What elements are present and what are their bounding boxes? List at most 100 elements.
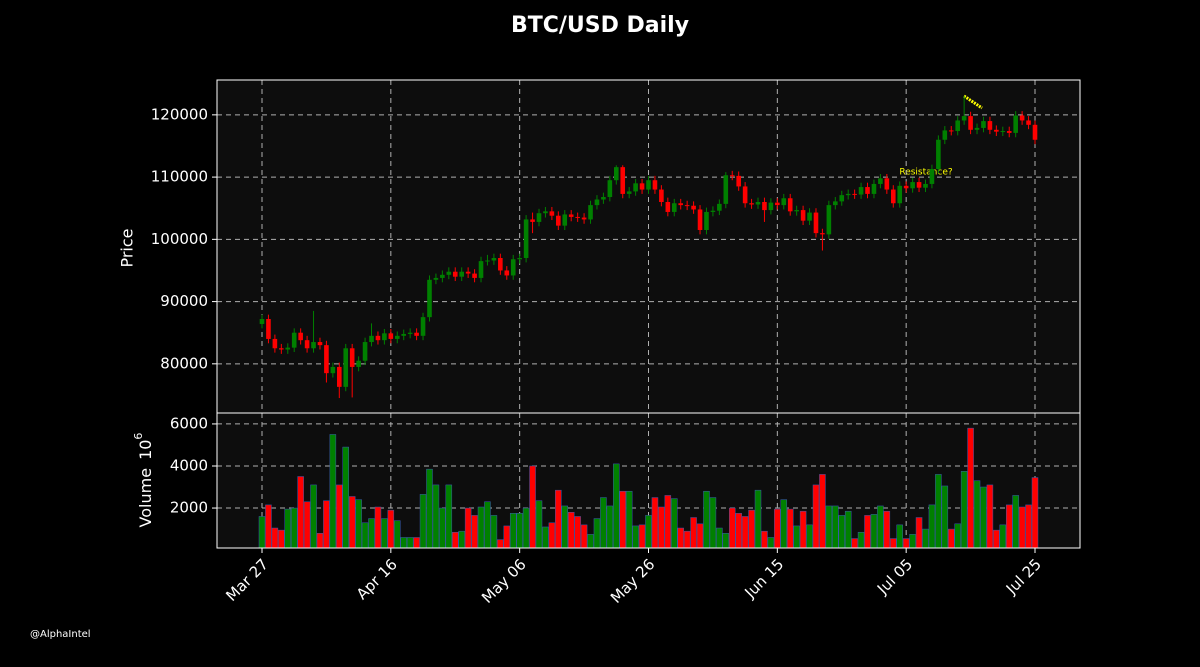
volume-bar bbox=[838, 515, 845, 549]
candle-body bbox=[452, 271, 458, 277]
candle-body bbox=[433, 277, 439, 280]
volume-bar bbox=[355, 499, 362, 549]
y-axis-label: Price bbox=[118, 228, 137, 267]
candle-body bbox=[343, 348, 349, 387]
volume-bar bbox=[832, 505, 839, 549]
candle-body bbox=[646, 180, 651, 190]
volume-bar bbox=[748, 509, 755, 549]
candle-body bbox=[968, 116, 973, 130]
volume-scale-exponent: 6 bbox=[132, 433, 145, 440]
candle-body bbox=[890, 189, 896, 204]
candle-body bbox=[317, 342, 323, 346]
candle-body bbox=[498, 258, 503, 271]
candle-body bbox=[923, 183, 928, 188]
candle-body bbox=[671, 203, 677, 212]
candle-body bbox=[929, 169, 935, 184]
volume-bar bbox=[825, 505, 833, 549]
candle-body bbox=[568, 214, 574, 217]
volume-bar bbox=[516, 513, 523, 549]
volume-scale-base: 10 bbox=[136, 440, 155, 460]
volume-bar bbox=[555, 489, 562, 549]
candle-body bbox=[427, 279, 432, 318]
candle-body bbox=[871, 183, 877, 194]
volume-bar bbox=[1005, 504, 1013, 549]
candle-body bbox=[465, 271, 471, 274]
candle-body bbox=[787, 198, 793, 212]
volume-bar bbox=[1012, 495, 1019, 549]
candle-body bbox=[1006, 131, 1012, 133]
volume-label: Volume bbox=[136, 468, 155, 528]
volume-bar bbox=[948, 528, 955, 549]
volume-bar bbox=[278, 529, 285, 549]
volume-bar bbox=[529, 465, 536, 549]
volume-bar bbox=[1031, 477, 1039, 549]
y-tick-label: 2000 bbox=[170, 499, 208, 517]
candle-body bbox=[665, 201, 671, 212]
candle-body bbox=[807, 212, 812, 221]
candle-body bbox=[762, 201, 767, 211]
candle-body bbox=[704, 211, 709, 231]
candle-body bbox=[961, 116, 967, 121]
volume-bar bbox=[613, 463, 620, 549]
volume-bar bbox=[464, 507, 472, 549]
candle-body bbox=[833, 201, 838, 206]
candle-body bbox=[440, 274, 445, 278]
candle-body bbox=[510, 259, 516, 276]
volume-bar bbox=[645, 515, 652, 549]
candle-body bbox=[401, 333, 407, 336]
volume-bar bbox=[342, 446, 349, 549]
candle-body bbox=[639, 183, 645, 190]
volume-bar bbox=[741, 516, 749, 549]
volume-bar bbox=[941, 485, 949, 549]
volume-bar bbox=[368, 518, 375, 549]
candle-body bbox=[446, 271, 452, 275]
candle-body bbox=[749, 203, 754, 205]
volume-bar bbox=[509, 513, 517, 549]
candle-body bbox=[601, 197, 606, 200]
volume-bar bbox=[625, 490, 633, 549]
volume-bar bbox=[580, 524, 588, 549]
volume-bar bbox=[716, 527, 723, 549]
candle-body bbox=[942, 130, 948, 140]
candle-body bbox=[575, 216, 580, 218]
volume-bar bbox=[1018, 506, 1026, 549]
candle-body bbox=[1000, 131, 1006, 133]
candle-body bbox=[362, 342, 368, 361]
candle-body bbox=[794, 210, 799, 212]
candle-body bbox=[987, 121, 993, 130]
candle-body bbox=[858, 187, 864, 195]
candle-body bbox=[536, 213, 542, 222]
candle-body bbox=[375, 335, 381, 341]
volume-bar bbox=[857, 531, 865, 549]
candle-body bbox=[330, 366, 336, 374]
volume-bar bbox=[664, 495, 672, 549]
volume-bar bbox=[542, 526, 549, 549]
volume-bar bbox=[490, 515, 498, 549]
volume-bar bbox=[735, 513, 742, 549]
candle-body bbox=[556, 215, 561, 226]
watermark: @AlphaIntel bbox=[30, 629, 91, 640]
volume-bar bbox=[426, 468, 433, 549]
candle-body bbox=[633, 183, 638, 192]
candle-body bbox=[878, 178, 883, 184]
volume-bar bbox=[844, 510, 852, 549]
candle-body bbox=[356, 360, 361, 367]
candle-body bbox=[710, 210, 716, 212]
volume-bar bbox=[954, 523, 961, 549]
annotation: Resistance? bbox=[899, 168, 952, 178]
candle-body bbox=[259, 319, 265, 324]
candle-body bbox=[768, 202, 774, 211]
volume-bar bbox=[761, 530, 768, 549]
candle-body bbox=[723, 175, 729, 204]
volume-bar bbox=[703, 490, 710, 549]
volume-bar bbox=[671, 498, 678, 549]
volume-bar bbox=[484, 501, 491, 549]
volume-bar bbox=[374, 506, 382, 549]
candle-body bbox=[717, 203, 722, 211]
candle-body bbox=[279, 348, 284, 350]
candle-body bbox=[266, 319, 271, 339]
candle-body bbox=[691, 205, 696, 210]
volume-bar bbox=[303, 501, 311, 549]
candle-body bbox=[755, 201, 761, 205]
volume-bar bbox=[316, 533, 324, 549]
